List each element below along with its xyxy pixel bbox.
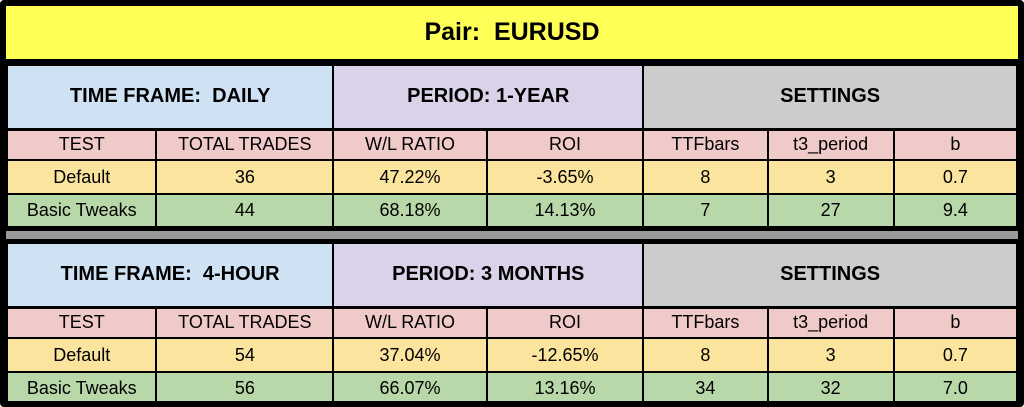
cell-ttfbars: 8: [642, 337, 769, 373]
col-header-roi: ROI: [485, 128, 645, 161]
cell-test-name: Default: [6, 159, 158, 195]
cell-ttfbars: 7: [642, 193, 769, 228]
cell-roi: 13.16%: [485, 371, 645, 401]
cell-test-name: Default: [6, 337, 158, 373]
col-header-roi: ROI: [485, 306, 645, 339]
period-header: PERIOD: 3 MONTHS: [332, 242, 645, 309]
col-header-test: TEST: [6, 128, 158, 161]
cell-roi: -12.65%: [485, 337, 645, 373]
pair-banner: Pair: EURUSD: [6, 6, 1018, 64]
settings-header: SETTINGS: [642, 64, 1018, 131]
col-header-t3-period: t3_period: [766, 128, 895, 161]
col-header-b: b: [892, 128, 1018, 161]
row-basic-tweaks: Basic Tweaks 56 66.07% 13.16% 34 32 7.0: [6, 371, 1018, 401]
cell-wl-ratio: 37.04%: [332, 337, 488, 373]
col-header-wl-ratio: W/L RATIO: [332, 128, 488, 161]
cell-wl-ratio: 47.22%: [332, 159, 488, 195]
col-header-ttfbars: TTFbars: [642, 306, 769, 339]
cell-test-name: Basic Tweaks: [6, 193, 158, 228]
cell-b: 9.4: [892, 193, 1018, 228]
cell-test-name: Basic Tweaks: [6, 371, 158, 401]
section-divider: [6, 228, 1018, 242]
cell-ttfbars: 8: [642, 159, 769, 195]
cell-t3-period: 3: [766, 337, 895, 373]
results-table-daily: TIME FRAME: DAILY PERIOD: 1-YEAR SETTING…: [6, 64, 1018, 228]
cell-roi: -3.65%: [485, 159, 645, 195]
cell-b: 0.7: [892, 159, 1018, 195]
cell-t3-period: 3: [766, 159, 895, 195]
col-header-b: b: [892, 306, 1018, 339]
row-default: Default 54 37.04% -12.65% 8 3 0.7: [6, 337, 1018, 373]
col-header-ttfbars: TTFbars: [642, 128, 769, 161]
row-default: Default 36 47.22% -3.65% 8 3 0.7: [6, 159, 1018, 195]
cell-total-trades: 36: [155, 159, 335, 195]
section-header-row: TIME FRAME: 4-HOUR PERIOD: 3 MONTHS SETT…: [6, 242, 1018, 309]
col-header-t3-period: t3_period: [766, 306, 895, 339]
cell-total-trades: 56: [155, 371, 335, 401]
time-frame-header: TIME FRAME: DAILY: [6, 64, 335, 131]
settings-header: SETTINGS: [642, 242, 1018, 309]
col-header-total-trades: TOTAL TRADES: [155, 306, 335, 339]
cell-t3-period: 27: [766, 193, 895, 228]
section-header-row: TIME FRAME: DAILY PERIOD: 1-YEAR SETTING…: [6, 64, 1018, 131]
cell-b: 7.0: [892, 371, 1018, 401]
cell-wl-ratio: 66.07%: [332, 371, 488, 401]
cell-total-trades: 44: [155, 193, 335, 228]
column-header-row: TEST TOTAL TRADES W/L RATIO ROI TTFbars …: [6, 128, 1018, 161]
results-table-4hour: TIME FRAME: 4-HOUR PERIOD: 3 MONTHS SETT…: [6, 242, 1018, 401]
period-header: PERIOD: 1-YEAR: [332, 64, 645, 131]
cell-total-trades: 54: [155, 337, 335, 373]
col-header-test: TEST: [6, 306, 158, 339]
cell-ttfbars: 34: [642, 371, 769, 401]
cell-roi: 14.13%: [485, 193, 645, 228]
cell-b: 0.7: [892, 337, 1018, 373]
column-header-row: TEST TOTAL TRADES W/L RATIO ROI TTFbars …: [6, 306, 1018, 339]
cell-wl-ratio: 68.18%: [332, 193, 488, 228]
time-frame-header: TIME FRAME: 4-HOUR: [6, 242, 335, 309]
col-header-total-trades: TOTAL TRADES: [155, 128, 335, 161]
cell-t3-period: 32: [766, 371, 895, 401]
row-basic-tweaks: Basic Tweaks 44 68.18% 14.13% 7 27 9.4: [6, 193, 1018, 228]
col-header-wl-ratio: W/L RATIO: [332, 306, 488, 339]
